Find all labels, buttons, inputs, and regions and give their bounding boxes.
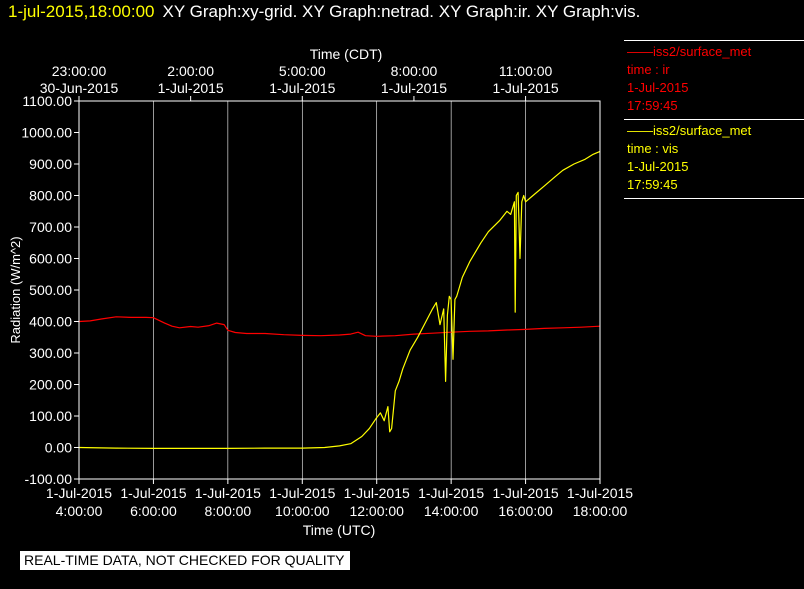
x2-tick-label: 2:00:00: [167, 63, 214, 79]
y-axis-label: Radiation (W/m^2): [8, 236, 23, 343]
plot-frame: [78, 100, 601, 480]
x2-tick-label: 11:00:00: [499, 63, 553, 79]
x-tick-label: 8:00:00: [204, 503, 251, 519]
x2-tick-label: 8:00:00: [391, 63, 438, 79]
y-tick-label: 0.00: [45, 440, 72, 456]
x2-tick-label: 1-Jul-2015: [158, 80, 224, 96]
y-tick-label: 400.00: [29, 314, 72, 330]
x-tick-label: 16:00:00: [498, 503, 553, 519]
chart-header: 1-jul-2015,18:00:00 XY Graph:xy-grid. XY …: [8, 2, 640, 22]
x-tick-label: 10:00:00: [275, 503, 330, 519]
y-tick-label: 100.00: [29, 408, 72, 424]
x-tick-label: 1-Jul-2015: [344, 485, 410, 501]
legend-variable: time : vis: [627, 141, 679, 156]
y-tick-label: 700.00: [29, 219, 72, 235]
grid-lines: [78, 101, 601, 479]
x-tick-label: 18:00:00: [573, 503, 628, 519]
x-tick-label: 1-Jul-2015: [46, 485, 112, 501]
y-tick-label: 900.00: [29, 156, 72, 172]
x2-tick-label: 30-Jun-2015: [40, 80, 119, 96]
legend-variable: time : ir: [627, 62, 670, 77]
x-tick-label: 1-Jul-2015: [492, 485, 558, 501]
x-tick-label: 12:00:00: [349, 503, 404, 519]
header-graph-titles: XY Graph:xy-grid. XY Graph:netrad. XY Gr…: [162, 2, 641, 21]
series-lines: [78, 150, 601, 449]
quality-warning-banner: REAL-TIME DATA, NOT CHECKED FOR QUALITY: [20, 551, 351, 570]
legend-entry-ir: ——iss2/surface_met time : ir 1-Jul-2015 …: [624, 40, 804, 120]
legend-source: ——iss2/surface_met: [627, 44, 752, 59]
x2-tick-label: 23:00:00: [52, 63, 107, 79]
x-tick-label: 1-Jul-2015: [418, 485, 484, 501]
legend-time: 17:59:45: [627, 98, 678, 113]
y-tick-label: 1000.00: [21, 125, 72, 141]
x-axis-label: Time (UTC): [303, 522, 376, 538]
x2-tick-label: 1-Jul-2015: [381, 80, 447, 96]
x-tick-label: 1-Jul-2015: [567, 485, 633, 501]
legend: ——iss2/surface_met time : ir 1-Jul-2015 …: [624, 40, 804, 199]
legend-time: 17:59:45: [627, 177, 678, 192]
x-tick-label: 4:00:00: [56, 503, 103, 519]
x2-tick-label: 1-Jul-2015: [269, 80, 335, 96]
x-tick-label: 1-Jul-2015: [195, 485, 261, 501]
x2-tick-label: 1-Jul-2015: [492, 80, 558, 96]
legend-date: 1-Jul-2015: [627, 80, 689, 95]
header-timestamp: 1-jul-2015,18:00:00: [8, 2, 155, 21]
y-tick-label: 600.00: [29, 251, 72, 267]
y-tick-label: 300.00: [29, 345, 72, 361]
legend-source: ——iss2/surface_met: [627, 123, 752, 138]
y-tick-label: 500.00: [29, 282, 72, 298]
series-line-vis: [78, 150, 601, 449]
y-tick-label: 800.00: [29, 188, 72, 204]
y-tick-label: 200.00: [29, 377, 72, 393]
series-line-ir: [78, 316, 601, 337]
y-tick-label: -100.00: [25, 471, 73, 487]
x2-tick-label: 5:00:00: [279, 63, 326, 79]
x2-axis-label: Time (CDT): [310, 46, 383, 62]
legend-date: 1-Jul-2015: [627, 159, 689, 174]
x-tick-label: 6:00:00: [130, 503, 177, 519]
x-tick-label: 1-Jul-2015: [269, 485, 335, 501]
y-tick-label: 1100.00: [22, 93, 72, 109]
x-tick-label: 14:00:00: [424, 503, 479, 519]
axis-ticks: 1-Jul-2015 4:00:00 1-Jul-2015 6:00:00 1-Jul-…: [21, 63, 633, 519]
x-tick-label: 1-Jul-2015: [120, 485, 186, 501]
legend-entry-vis: ——iss2/surface_met time : vis 1-Jul-2015…: [624, 120, 804, 199]
